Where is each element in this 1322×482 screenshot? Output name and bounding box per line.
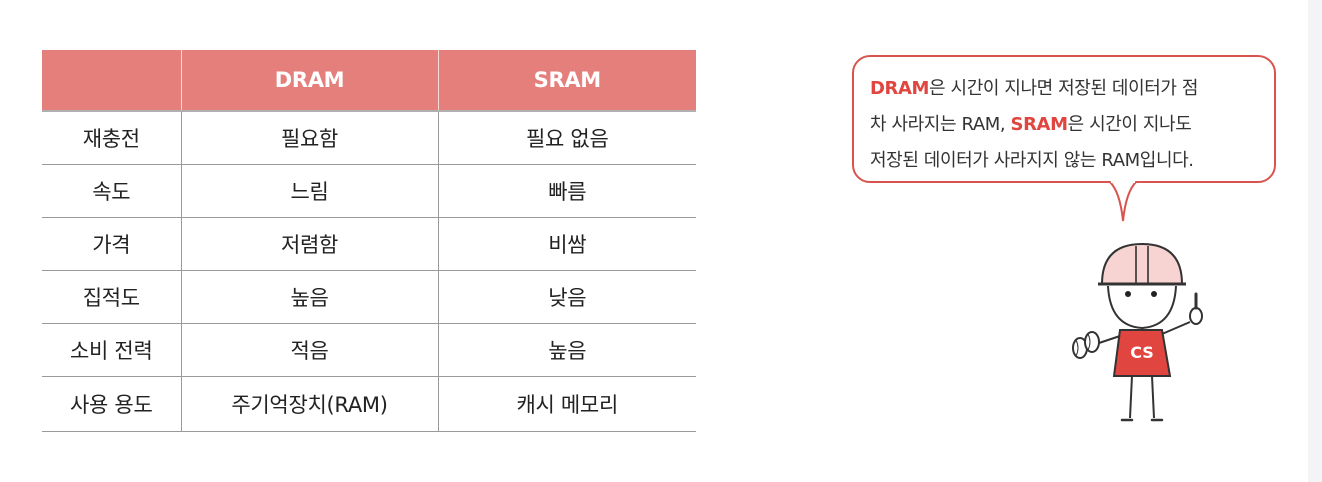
speech-bubble-tail <box>1108 181 1138 222</box>
hard-hat-icon <box>1098 242 1186 286</box>
speech-bubble: DRAM은 시간이 지나면 저장된 데이터가 점 차 사라지는 RAM, SRA… <box>852 55 1276 183</box>
row-label: 가격 <box>42 217 181 271</box>
sram-cell: 캐시 메모리 <box>437 376 696 432</box>
bubble-line-1: DRAM은 시간이 지나면 저장된 데이터가 점 <box>870 71 1264 107</box>
dram-cell: 필요함 <box>180 110 438 165</box>
dram-cell: 느림 <box>180 164 438 218</box>
row-label: 집적도 <box>42 270 181 324</box>
row-label: 소비 전력 <box>42 323 181 377</box>
blueprint-roll-icon <box>1072 331 1121 359</box>
table-row: 사용 용도 주기억장치(RAM) 캐시 메모리 <box>42 376 696 432</box>
sram-cell: 빠름 <box>437 164 696 218</box>
cs-worker-illustration: CS <box>1072 242 1203 422</box>
sram-cell: 비쌈 <box>437 217 696 271</box>
dram-cell: 높음 <box>180 270 438 324</box>
comparison-table: DRAM SRAM 재충전 필요함 필요 없음 속도 느림 빠름 가격 저렴함 … <box>42 50 696 432</box>
header-sram: SRAM <box>437 50 696 111</box>
row-label: 속도 <box>42 164 181 218</box>
bubble-text: 저장된 데이터가 사라지지 않는 RAM입니다. <box>870 150 1194 171</box>
table-row: 가격 저렴함 비쌈 <box>42 217 696 271</box>
bubble-text: 차 사라지는 RAM, <box>870 114 1011 135</box>
page-edge <box>1308 0 1322 482</box>
dram-cell: 적음 <box>180 323 438 377</box>
row-label: 사용 용도 <box>42 376 181 432</box>
header-empty-cell <box>42 50 181 111</box>
sram-highlight: SRAM <box>1010 114 1068 135</box>
dram-highlight: DRAM <box>870 78 930 99</box>
sram-cell: 낮음 <box>437 270 696 324</box>
table-row: 소비 전력 적음 높음 <box>42 323 696 377</box>
shirt-label: CS <box>1130 343 1154 362</box>
table-row: 재충전 필요함 필요 없음 <box>42 110 696 165</box>
bubble-text: 은 시간이 지나도 <box>1067 114 1192 135</box>
dram-cell: 저렴함 <box>180 217 438 271</box>
header-dram: DRAM <box>180 50 438 111</box>
dram-cell: 주기억장치(RAM) <box>180 376 438 432</box>
sram-cell: 높음 <box>437 323 696 377</box>
raised-finger-icon <box>1161 292 1203 335</box>
table-row: 집적도 높음 낮음 <box>42 270 696 324</box>
shirt-icon: CS <box>1112 329 1172 377</box>
sram-cell: 필요 없음 <box>437 110 696 165</box>
bubble-text: 은 시간이 지나면 저장된 데이터가 점 <box>929 78 1199 99</box>
bubble-line-3: 저장된 데이터가 사라지지 않는 RAM입니다. <box>870 143 1264 179</box>
row-label: 재충전 <box>42 110 181 165</box>
legs-icon <box>1120 375 1164 422</box>
table-row: 속도 느림 빠름 <box>42 164 696 218</box>
bubble-line-2: 차 사라지는 RAM, SRAM은 시간이 지나도 <box>870 107 1264 143</box>
table-header-row: DRAM SRAM <box>42 50 696 111</box>
face-icon <box>1107 285 1177 330</box>
